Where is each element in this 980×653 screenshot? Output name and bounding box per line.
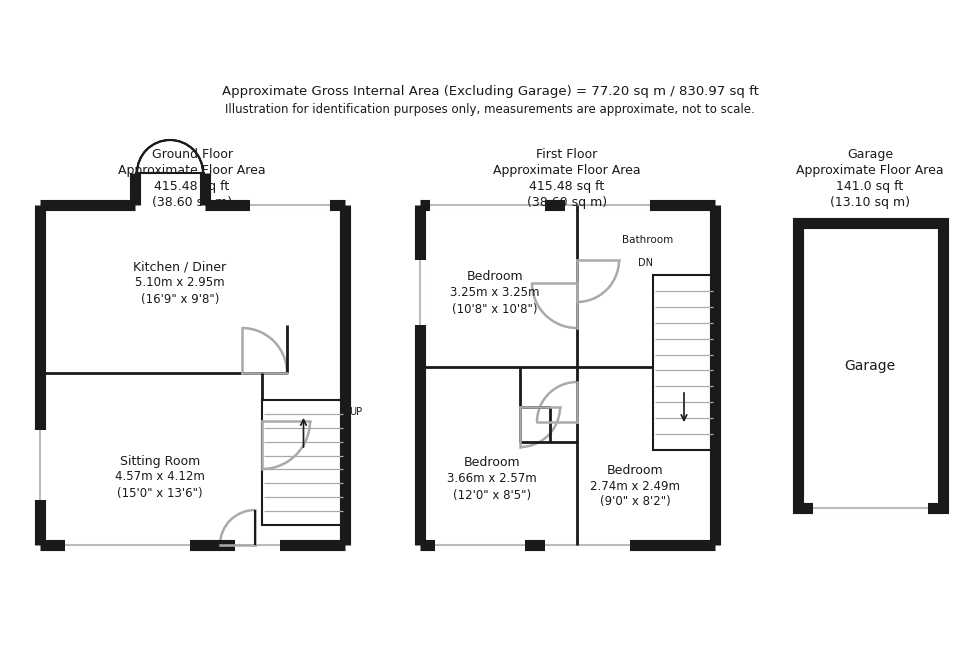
Text: (9'0" x 8'2"): (9'0" x 8'2"): [600, 496, 670, 509]
Text: 4.57m x 4.12m: 4.57m x 4.12m: [115, 471, 205, 483]
Bar: [798, 223, 943, 508]
Text: (13.10 sq m): (13.10 sq m): [830, 196, 910, 209]
Text: (38.60 sq m): (38.60 sq m): [527, 196, 607, 209]
Text: 3.66m x 2.57m: 3.66m x 2.57m: [447, 473, 537, 485]
Text: Approximate Gross Internal Area (Excluding Garage) = 77.20 sq m / 830.97 sq ft: Approximate Gross Internal Area (Excludi…: [221, 84, 759, 97]
Text: Bathroom: Bathroom: [622, 235, 673, 245]
Text: Sitting Room: Sitting Room: [120, 454, 200, 468]
Text: Bedroom: Bedroom: [607, 464, 663, 477]
Text: (12'0" x 8'5"): (12'0" x 8'5"): [453, 488, 531, 502]
Bar: [653, 275, 715, 450]
Text: (15'0" x 13'6"): (15'0" x 13'6"): [118, 486, 203, 500]
Text: Kitchen / Diner: Kitchen / Diner: [133, 261, 226, 274]
Bar: [262, 400, 345, 525]
Text: Bedroom: Bedroom: [464, 456, 520, 470]
Text: UP: UP: [349, 407, 363, 417]
Text: 2.74m x 2.49m: 2.74m x 2.49m: [590, 479, 680, 492]
Text: 3.25m x 3.25m: 3.25m x 3.25m: [450, 287, 540, 300]
Text: Approximate Floor Area: Approximate Floor Area: [119, 164, 266, 177]
Text: 415.48 sq ft: 415.48 sq ft: [529, 180, 605, 193]
Text: (10'8" x 10'8"): (10'8" x 10'8"): [452, 302, 538, 315]
Text: 141.0 sq ft: 141.0 sq ft: [836, 180, 904, 193]
Text: 5.10m x 2.95m: 5.10m x 2.95m: [135, 276, 224, 289]
Text: Garage: Garage: [847, 148, 893, 161]
Text: First Floor: First Floor: [536, 148, 598, 161]
Text: Ground Floor: Ground Floor: [152, 148, 232, 161]
Text: Bedroom: Bedroom: [466, 270, 523, 283]
Text: Approximate Floor Area: Approximate Floor Area: [796, 164, 944, 177]
Text: 415.48 sq ft: 415.48 sq ft: [155, 180, 229, 193]
Text: Garage: Garage: [845, 359, 896, 373]
Text: Approximate Floor Area: Approximate Floor Area: [493, 164, 641, 177]
Text: (16'9" x 9'8"): (16'9" x 9'8"): [141, 293, 220, 306]
Text: DN: DN: [638, 258, 653, 268]
Text: Illustration for identification purposes only, measurements are approximate, not: Illustration for identification purposes…: [225, 103, 755, 116]
Text: (38.60 sq m): (38.60 sq m): [152, 196, 232, 209]
